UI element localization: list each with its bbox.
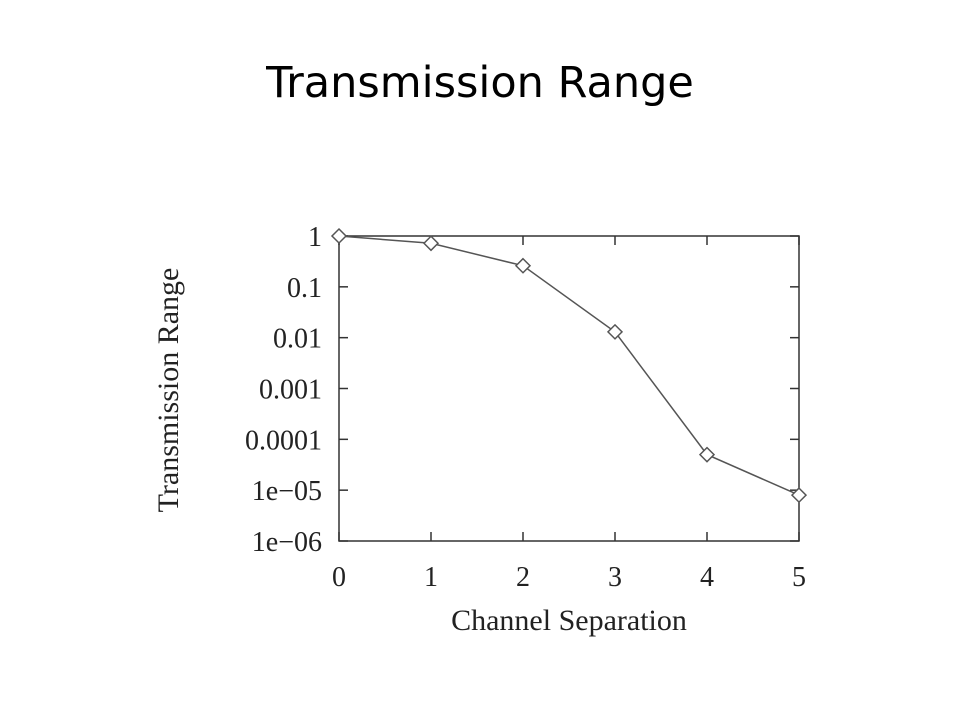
x-tick-label: 5	[792, 562, 806, 593]
y-tick-label: 1e−06	[252, 527, 322, 558]
y-tick-label: 0.0001	[245, 425, 322, 456]
y-tick-label: 0.1	[287, 273, 322, 304]
data-point-diamond	[698, 446, 716, 463]
slide-title: Transmission Range	[266, 58, 694, 108]
series-line	[338, 235, 800, 496]
data-point-diamond	[422, 235, 440, 252]
data-point-diamond	[514, 257, 532, 274]
x-tick-label: 4	[700, 562, 714, 593]
axis-ticks	[338, 235, 800, 542]
tick-labels: 1 0.1 0.01 0.001 0.0001 1e−05 1e−06 0 1 2 3 4 5	[245, 222, 806, 593]
data-point-diamond	[606, 323, 624, 340]
y-axis-label: Transmission Range	[152, 268, 185, 513]
y-tick-label: 0.01	[273, 324, 322, 355]
plot-frame	[338, 235, 800, 542]
y-tick-label: 0.001	[259, 375, 322, 406]
x-tick-label: 3	[608, 562, 622, 593]
series-layer	[330, 227, 808, 504]
data-point-diamond	[790, 487, 808, 504]
x-tick-label: 0	[332, 562, 346, 593]
data-point-diamond	[330, 227, 348, 245]
x-axis-label: Channel Separation	[451, 604, 687, 637]
x-tick-label: 2	[516, 562, 530, 593]
y-tick-label: 1e−05	[252, 476, 322, 507]
x-tick-label: 1	[424, 562, 438, 593]
y-tick-label: 1	[308, 222, 322, 253]
